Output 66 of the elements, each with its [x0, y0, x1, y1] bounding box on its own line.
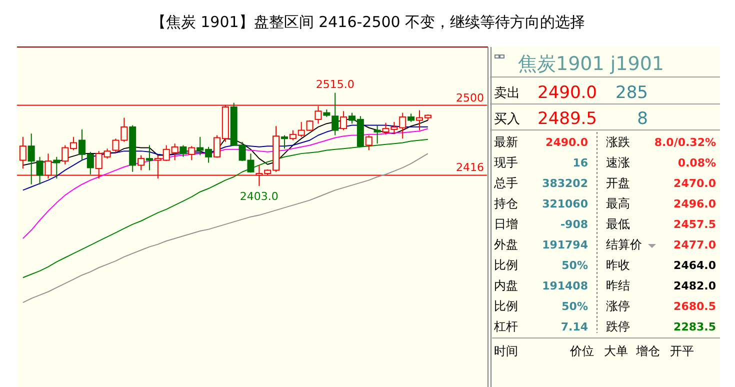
candlestick [365, 134, 372, 151]
text: 结算价 [606, 238, 642, 252]
text: 昨收 [606, 258, 630, 272]
text: 卖出 [494, 86, 520, 101]
text: 涨跌 [606, 135, 630, 149]
text: 2490.0 [538, 83, 597, 103]
candlestick [180, 144, 187, 158]
ref-line-label: 2500 [456, 91, 484, 104]
text: 2680.5 [674, 300, 716, 313]
text: 8.0/0.32% [654, 136, 716, 149]
text: 最高 [606, 196, 630, 210]
text: 2470.0 [674, 177, 716, 190]
text: 191794 [542, 238, 588, 252]
text: 16 [572, 156, 588, 170]
text: 速涨 [606, 156, 630, 170]
text: 7.14 [560, 320, 588, 334]
text: 2489.5 [538, 109, 597, 129]
text: -908 [560, 218, 588, 231]
text: 2496.0 [674, 198, 716, 210]
ref-line-label: 2416 [456, 161, 484, 174]
text: 昨结 [606, 278, 630, 292]
text: 大单 [604, 344, 628, 358]
text: 321060 [542, 198, 588, 210]
text: 383202 [542, 177, 588, 190]
text: 跌停 [606, 320, 630, 334]
text: 焦炭1901 j1901 [518, 53, 664, 75]
text: 现手 [494, 156, 518, 170]
candlestick [146, 144, 153, 171]
text: 最新 [494, 135, 518, 149]
candlestick [138, 154, 145, 171]
text: 价位 [569, 344, 594, 358]
text: 2482.0 [674, 280, 716, 292]
text: 2283.5 [674, 320, 716, 334]
text: 2477.0 [674, 238, 716, 252]
text: 开平 [670, 344, 694, 358]
text: 时间 [494, 344, 518, 358]
text: 0.08% [678, 156, 716, 170]
text: 买入 [494, 112, 520, 127]
text: 杠杆 [493, 320, 518, 334]
text: 开盘 [606, 176, 630, 190]
text: 持仓 [494, 196, 518, 210]
candlestick [340, 110, 348, 131]
text: 2490.0 [546, 136, 588, 149]
text: 191408 [542, 280, 588, 292]
chart-title: 【焦炭 1901】盘整区间 2416-2500 不变，继续等待方向的选择 [150, 13, 586, 31]
candlestick [280, 134, 288, 150]
text: 285 [616, 83, 648, 103]
text: 最低 [606, 217, 630, 231]
text: 内盘 [494, 278, 518, 292]
text: 2464.0 [674, 259, 716, 272]
text: 涨停 [606, 299, 630, 313]
candlestick [188, 146, 196, 161]
text: 比例 [494, 258, 518, 272]
text: 8 [637, 109, 648, 129]
text: 50% [562, 300, 588, 313]
text: 外盘 [494, 238, 518, 252]
annotation: 2403.0 [240, 190, 278, 204]
text: 日增 [494, 217, 518, 231]
text: 增仓 [635, 344, 660, 358]
text: 2457.5 [674, 218, 716, 231]
candlestick [53, 156, 60, 180]
text: 比例 [494, 299, 518, 313]
text: 总手 [493, 176, 518, 190]
text: 50% [562, 259, 588, 272]
annotation: 2515.0 [316, 78, 354, 91]
candlestick [374, 124, 381, 144]
